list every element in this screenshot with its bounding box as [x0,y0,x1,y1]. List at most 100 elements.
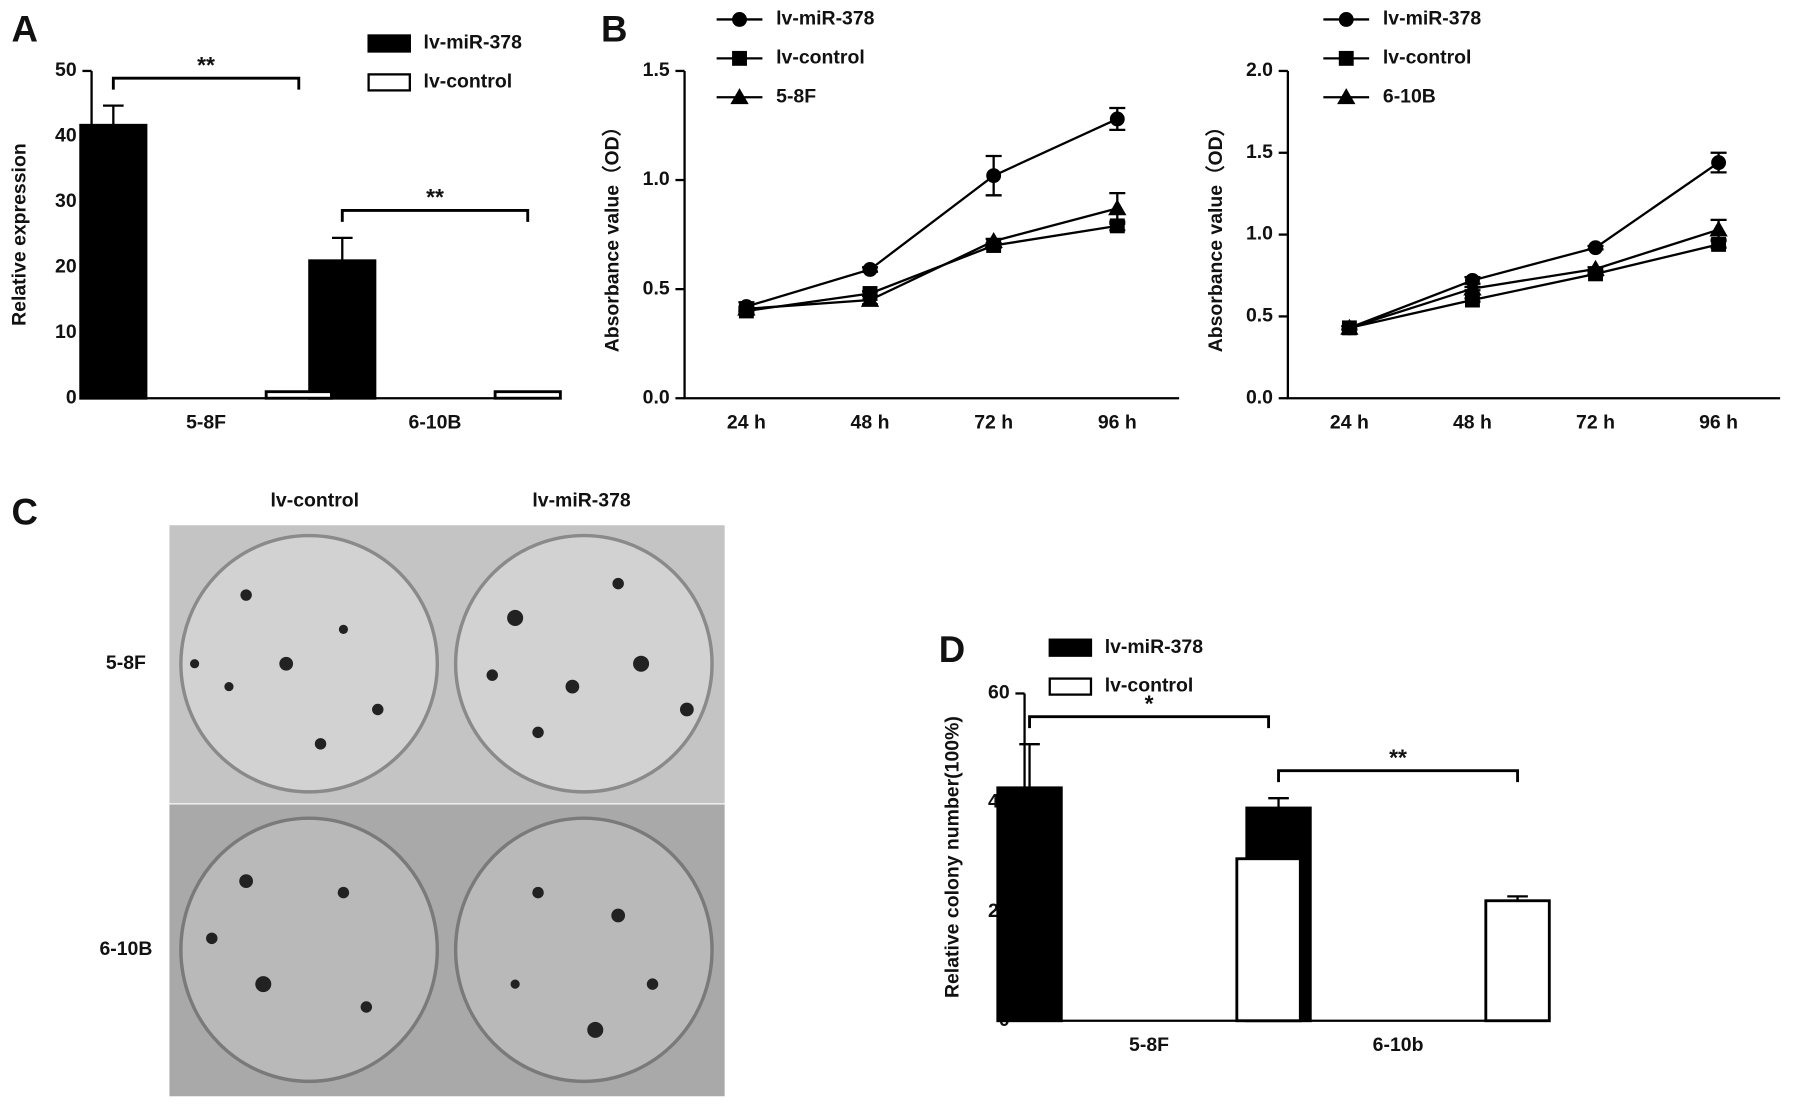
significance-bracket [1277,769,1519,783]
x-tick-label: 48 h [851,412,890,434]
y-tick-label: 1.5 [1246,141,1273,163]
marker [1709,220,1728,237]
dish [453,816,714,1084]
dish [453,533,714,794]
marker [730,88,749,105]
legend-swatch [367,34,411,53]
legend-swatch [1048,638,1093,657]
x-tick-label: 24 h [1330,412,1369,434]
significance-label: ** [426,184,444,210]
bar [308,259,377,400]
colonies [190,577,694,1038]
x-tick-label: 72 h [974,412,1013,434]
marker [986,168,1002,184]
x-tick-label: 48 h [1453,412,1492,434]
marker [1108,199,1127,216]
marker [860,290,880,307]
x-tick-label: 96 h [1098,412,1137,434]
bar [996,786,1063,1023]
x-tick-label: 6-10b [1373,1034,1424,1056]
bar [1235,857,1302,1023]
panel-letter: D [939,629,965,670]
row-label: 6-10B [99,938,152,960]
legend-label: 5-8F [776,85,816,107]
y-tick-label: 1.0 [1246,223,1273,245]
y-tick-label: 0.0 [1246,386,1273,408]
marker [1109,218,1125,234]
significance-label: * [1145,690,1154,716]
series-line [746,207,1118,310]
series-line [1349,243,1719,329]
marker [732,50,747,66]
significance-label: ** [197,52,215,78]
marker [862,262,878,277]
series-line [1348,161,1720,329]
x-tick-label: 5-8F [1129,1034,1169,1056]
dish [179,816,440,1084]
legend-label: lv-control [424,71,513,93]
bar [264,390,333,400]
y-tick-label: 1.5 [643,59,670,81]
y-tick-label: 1.0 [643,168,670,190]
row-label: 5-8F [106,652,146,674]
legend-label: lv-miR-378 [776,8,875,30]
y-tick-label: 50 [55,59,77,81]
dish [179,533,440,794]
series-line [746,224,1118,313]
significance-bracket [1028,715,1271,729]
legend-label: lv-control [776,47,865,69]
y-tick-label: 60 [988,682,1010,704]
marker [1338,12,1354,27]
axis-line [683,70,1180,400]
y-tick-label: 0.5 [1246,305,1273,327]
marker [1588,240,1603,256]
marker [1463,279,1482,296]
y-axis-label: Relative expression [9,143,31,326]
marker [1338,50,1354,66]
legend-label: 6-10B [1383,85,1436,107]
marker [1337,88,1356,105]
y-tick-label: 0.0 [643,386,670,408]
y-tick-label: 40 [55,125,77,147]
series-line [1349,228,1719,329]
panel-letter: C [11,492,37,533]
legend-label: lv-miR-378 [1383,8,1482,30]
bar [79,123,148,400]
significance-label: ** [1389,744,1407,770]
column-label: lv-control [271,489,360,511]
y-axis-label: Absorbance value（OD） [1204,117,1227,352]
panel-letter: B [601,9,627,50]
y-tick-label: 2.0 [1246,59,1273,81]
legend-swatch [1048,677,1093,696]
y-tick-label: 30 [55,190,77,212]
marker [1109,111,1125,127]
x-tick-label: 6-10B [409,412,462,434]
marker [984,231,1003,248]
panel-letter: A [11,9,37,50]
legend-label: lv-miR-378 [424,32,523,54]
significance-bracket [111,76,301,90]
significance-bracket [340,208,530,222]
y-tick-label: 0 [66,386,77,408]
marker [1586,259,1605,276]
x-tick-label: 24 h [727,412,766,434]
series-line [746,117,1118,308]
marker [1711,155,1727,171]
marker [1465,292,1480,308]
x-tick-label: 96 h [1699,412,1738,434]
legend-swatch [367,73,411,92]
colony-photo: C lv-control lv-miR-378 5-8F 6-10B [11,489,725,1097]
legend-label: lv-miR-378 [1105,636,1204,658]
marker [1711,236,1727,252]
marker [732,12,747,27]
bar [1484,899,1551,1023]
x-tick-label: 72 h [1576,412,1615,434]
column-label: lv-miR-378 [532,489,631,511]
y-axis-label: Absorbance value（OD） [601,117,624,352]
y-tick-label: 10 [55,321,77,343]
y-tick-label: 0.5 [643,277,670,299]
bar [493,390,562,400]
y-tick-label: 20 [55,255,77,277]
marker [737,299,756,316]
